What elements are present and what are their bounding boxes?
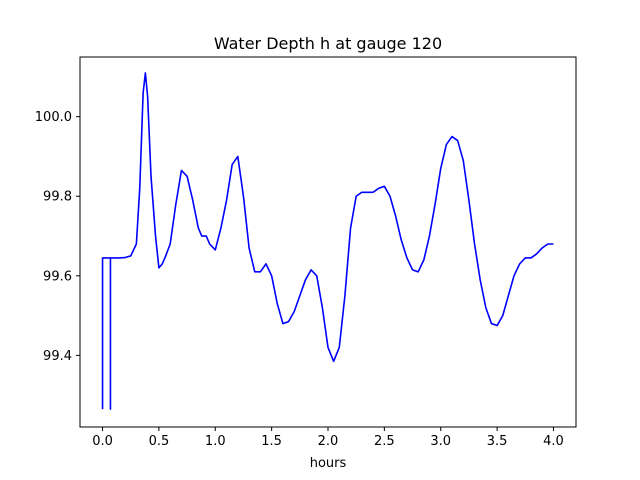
x-tick-label: 1.0 <box>205 434 226 449</box>
x-tick-label: 3.0 <box>430 434 451 449</box>
x-tick-label: 0.5 <box>149 434 170 449</box>
y-axis: 99.4 99.6 99.8 100.0 <box>35 110 80 364</box>
chart-title: Water Depth h at gauge 120 <box>214 34 442 53</box>
x-tick-label: 2.5 <box>374 434 395 449</box>
y-tick-label: 99.8 <box>43 190 72 205</box>
x-axis: 0.0 0.5 1.0 1.5 2.0 2.5 3.0 3.5 4.0 <box>92 427 564 449</box>
x-tick-label: 3.5 <box>487 434 508 449</box>
x-tick-label: 4.0 <box>543 434 564 449</box>
y-tick-label: 99.4 <box>43 349 72 364</box>
y-tick-label: 100.0 <box>35 110 72 125</box>
series-line-0 <box>101 72 554 410</box>
y-tick-label: 99.6 <box>43 269 72 284</box>
x-tick-label: 1.5 <box>261 434 282 449</box>
x-tick-label: 0.0 <box>92 434 113 449</box>
x-tick-label: 2.0 <box>318 434 339 449</box>
series-layer <box>101 72 554 410</box>
x-axis-label: hours <box>310 456 347 471</box>
